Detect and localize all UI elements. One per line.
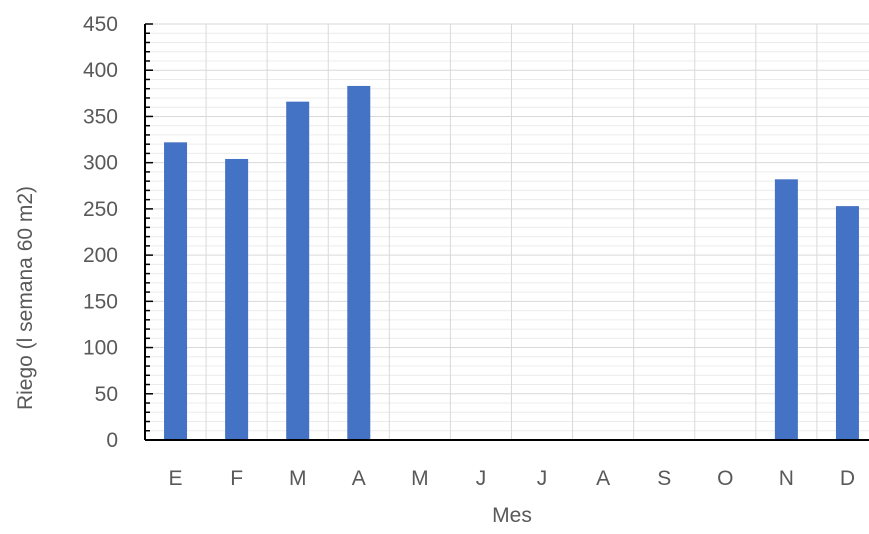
bar bbox=[164, 142, 188, 440]
y-tick-label: 0 bbox=[106, 429, 118, 452]
x-tick-label: M bbox=[411, 467, 429, 490]
y-tick-label: 150 bbox=[83, 290, 118, 313]
y-tick-label: 300 bbox=[83, 152, 118, 175]
axes bbox=[144, 23, 869, 441]
x-tick-label: J bbox=[537, 467, 548, 490]
y-tick-label: 450 bbox=[83, 13, 118, 36]
x-tick-label: F bbox=[230, 467, 243, 490]
x-tick-label: A bbox=[352, 467, 366, 490]
x-tick-label: M bbox=[289, 467, 307, 490]
x-tick-label: D bbox=[840, 467, 855, 490]
x-tick-label: O bbox=[717, 467, 733, 490]
x-tick-label: N bbox=[779, 467, 794, 490]
x-tick-label: E bbox=[169, 467, 183, 490]
bar bbox=[835, 206, 859, 440]
y-tick-label: 50 bbox=[95, 383, 118, 406]
y-tick-label: 100 bbox=[83, 337, 118, 360]
bars bbox=[164, 85, 859, 441]
x-tick-label: J bbox=[476, 467, 487, 490]
x-axis-title: Mes bbox=[492, 504, 532, 527]
y-tick-label: 350 bbox=[83, 105, 118, 128]
y-tick-labels: 0 50 100 150 200 250 300 350 400 450 bbox=[83, 13, 118, 452]
x-tick-label: A bbox=[596, 467, 610, 490]
y-axis-title: Riego (l semana 60 m2) bbox=[14, 186, 37, 410]
y-tick-label: 200 bbox=[83, 244, 118, 267]
bar bbox=[286, 101, 310, 441]
y-tick-label: 400 bbox=[83, 59, 118, 82]
bar bbox=[225, 158, 249, 441]
bar bbox=[347, 85, 371, 440]
x-tick-label: S bbox=[657, 467, 671, 490]
bar bbox=[774, 179, 798, 440]
y-tick-label: 250 bbox=[83, 198, 118, 221]
grid-lines bbox=[145, 23, 869, 440]
